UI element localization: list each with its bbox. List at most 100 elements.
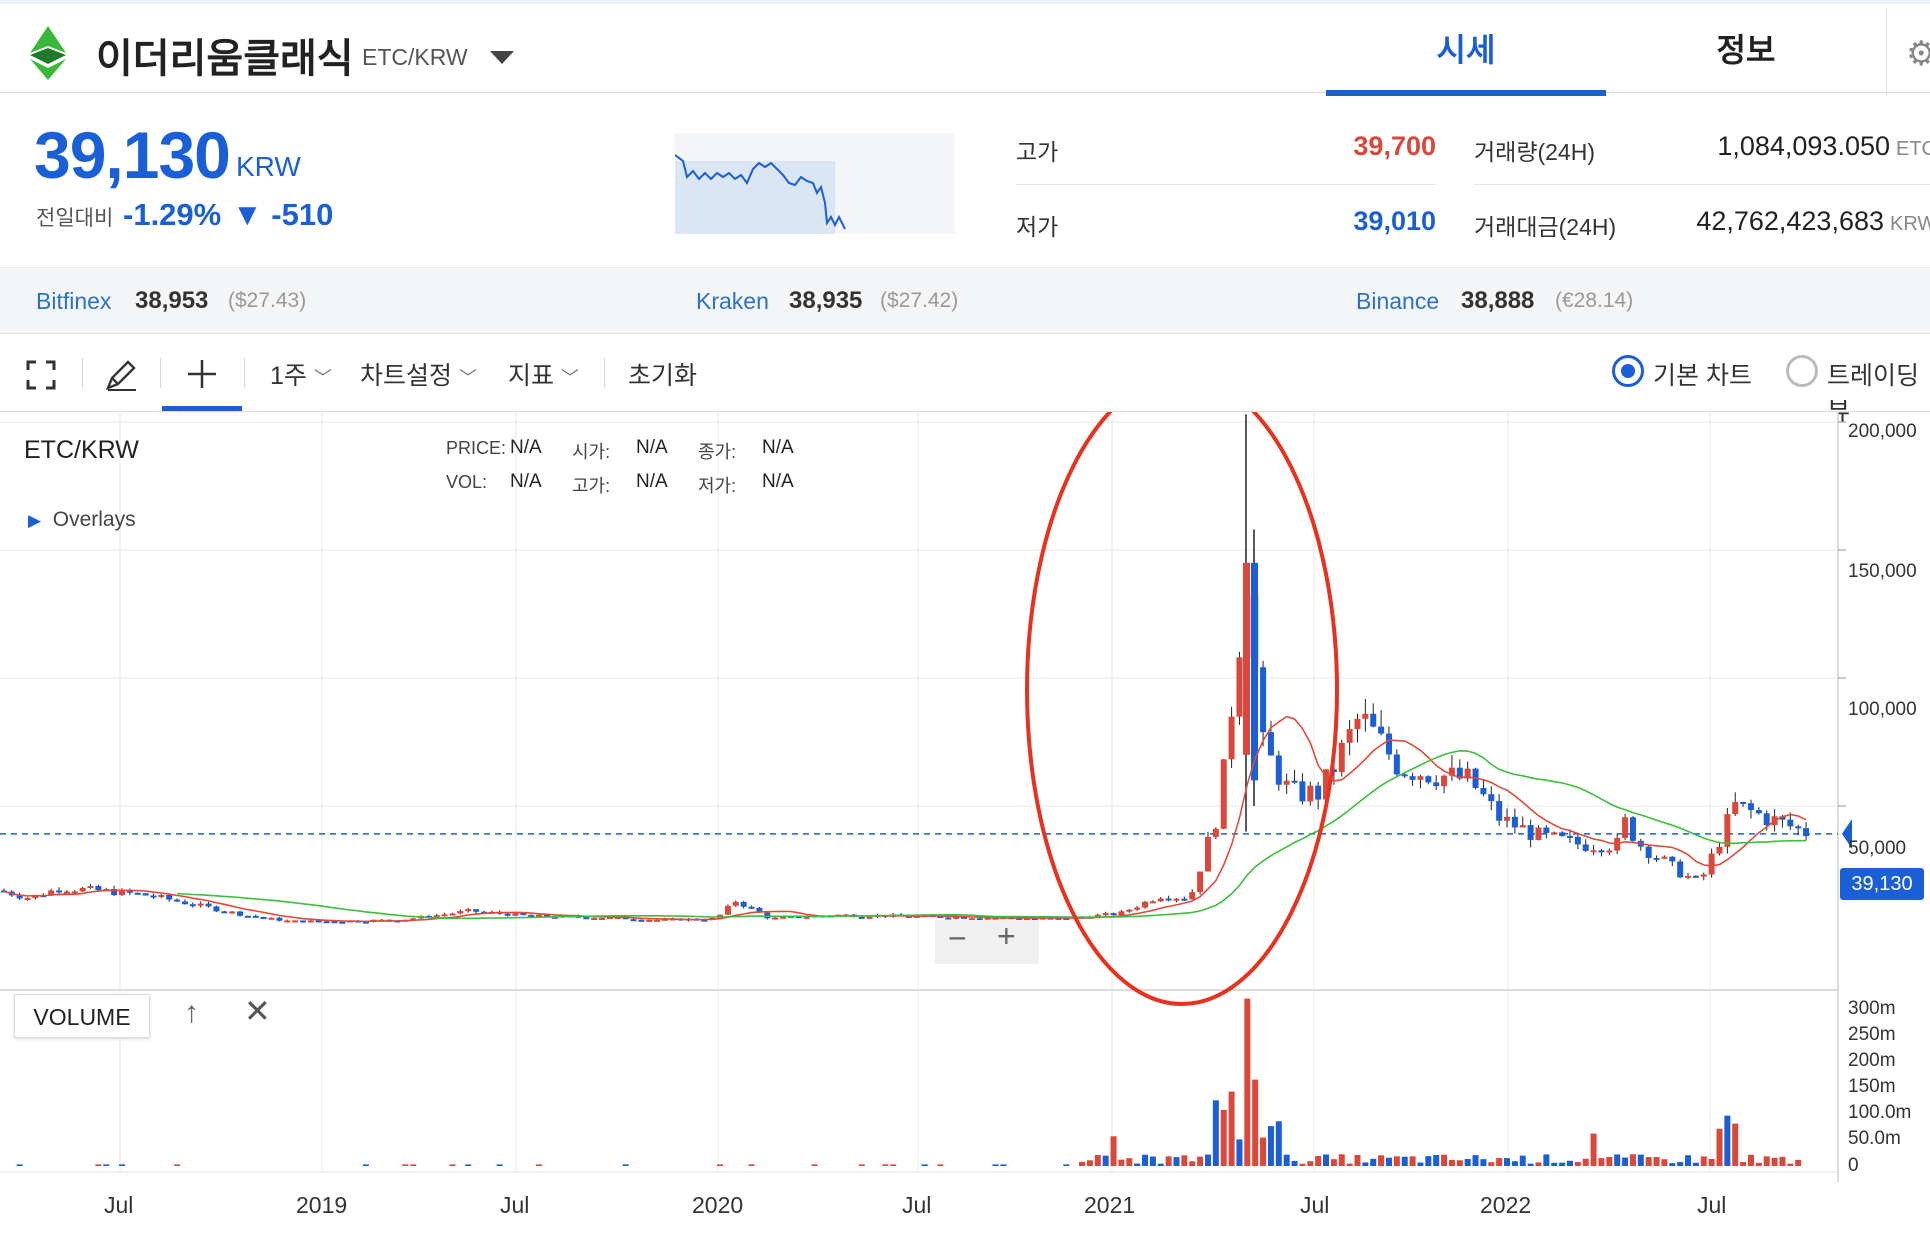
volume-bar <box>1700 1156 1707 1166</box>
candle-body <box>945 917 952 920</box>
candle-body <box>591 918 598 921</box>
volume-bar <box>1661 1159 1668 1166</box>
volume-bar <box>402 1164 409 1166</box>
candle-body <box>150 895 157 898</box>
chart-settings-label: 차트설정 <box>360 362 453 390</box>
volume-bar <box>1677 1162 1684 1166</box>
candle-body <box>433 915 440 918</box>
candle-body <box>1157 898 1164 902</box>
volume-bar <box>1472 1155 1479 1166</box>
pencil-icon[interactable] <box>104 358 138 392</box>
candle-body <box>1755 810 1762 814</box>
candle-body <box>95 886 102 891</box>
candle-body <box>16 895 23 899</box>
volume-bar <box>1283 1154 1290 1166</box>
x-axis-tick: Jul <box>500 1192 530 1218</box>
overlays-toggle[interactable]: ▶ Overlays <box>28 508 136 532</box>
basic-chart-label[interactable]: 기본 차트 <box>1653 362 1752 390</box>
interval-dropdown[interactable]: 1주 ﹀ <box>270 356 332 392</box>
indicators-dropdown[interactable]: 지표 ﹀ <box>508 356 579 392</box>
candle-body <box>465 909 472 912</box>
tab-price[interactable]: 시세 <box>1436 32 1496 68</box>
candle-body <box>1346 729 1353 743</box>
candle-body <box>740 901 747 907</box>
volume-bar <box>496 1164 503 1166</box>
volume-bar <box>1134 1163 1141 1166</box>
candle-body <box>56 890 63 893</box>
candle-body <box>646 919 653 922</box>
volume-bar <box>1574 1162 1581 1166</box>
reset-button[interactable]: 초기화 <box>628 362 698 390</box>
crosshair-icon[interactable] <box>186 358 218 390</box>
volume-bar <box>1456 1160 1463 1166</box>
annotation-ellipse <box>1025 412 1339 1006</box>
volume-bar <box>1433 1155 1440 1166</box>
volume-bar <box>1409 1156 1416 1166</box>
vol-axis-tick: 200m <box>1848 1050 1896 1071</box>
volume-bar <box>1149 1156 1156 1166</box>
candle-body <box>1212 828 1219 837</box>
candle-body <box>292 920 299 923</box>
zoom-in-button[interactable]: + <box>997 918 1016 954</box>
ohlc-vol-label: VOL: <box>446 472 488 492</box>
candle-body <box>1275 755 1282 785</box>
candle-body <box>71 891 78 894</box>
volume-bar <box>811 1164 818 1166</box>
candle-body <box>1283 780 1290 785</box>
chevron-down-icon[interactable] <box>490 51 514 64</box>
candle-body <box>1385 733 1392 755</box>
volume-bar <box>1653 1157 1660 1166</box>
ohlc-vol-value: N/A <box>510 471 542 492</box>
candle-body <box>1456 767 1463 779</box>
candle-body <box>1653 857 1660 860</box>
candle-body <box>252 915 259 918</box>
volume-bar <box>1504 1158 1511 1166</box>
candle-body <box>1629 817 1636 841</box>
current-price: 39,130 <box>34 118 231 192</box>
radio-tradingview[interactable] <box>1786 355 1818 387</box>
volume-bar <box>1197 1156 1204 1166</box>
candle-body <box>1779 816 1786 820</box>
volume-bar <box>1685 1155 1692 1166</box>
candle-body <box>1031 918 1038 921</box>
candle-body <box>79 887 86 892</box>
stat-divider <box>1016 184 1436 185</box>
candle-body <box>1700 874 1707 877</box>
candle-body <box>953 916 960 919</box>
volume-bar <box>118 1164 125 1166</box>
candle-body <box>543 914 550 917</box>
y-axis-tick: 100,000 <box>1848 699 1917 720</box>
ohlc-close-label: 종가: <box>698 442 737 462</box>
gear-icon[interactable]: ⚙ <box>1906 35 1930 73</box>
volume-bar <box>16 1164 23 1166</box>
candlestick-chart[interactable] <box>0 412 1930 1236</box>
close-icon[interactable]: ✕ <box>244 993 271 1029</box>
volume-bar <box>1747 1154 1754 1166</box>
candle-body <box>1669 856 1676 862</box>
x-axis-tick: 2021 <box>1084 1192 1136 1218</box>
tab-info[interactable]: 정보 <box>1716 32 1776 68</box>
zoom-out-button[interactable]: − <box>948 920 967 956</box>
exchange-name[interactable]: Kraken <box>696 288 769 314</box>
change-label: 전일대비 <box>36 207 114 230</box>
candle-body <box>528 914 535 917</box>
exchange-name[interactable]: Bitfinex <box>36 288 112 314</box>
candle-body <box>1661 856 1668 859</box>
candle-body <box>1094 914 1101 918</box>
arrow-up-icon[interactable]: ↑ <box>184 996 199 1029</box>
fullscreen-icon[interactable] <box>26 360 56 390</box>
exchange-name[interactable]: Binance <box>1356 288 1440 314</box>
volume-bar <box>1606 1156 1613 1166</box>
candle-body <box>1330 769 1337 773</box>
volume-bar <box>1291 1160 1298 1166</box>
price-chart-area[interactable]: ETC/KRW ▶ Overlays PRICE: N/A 시가: N/A 종가… <box>0 412 1930 1236</box>
candle-body <box>441 914 448 917</box>
candle-body <box>284 920 291 923</box>
chart-settings-dropdown[interactable]: 차트설정 ﹀ <box>360 356 477 392</box>
radio-basic-chart[interactable] <box>1612 355 1644 387</box>
coin-name: 이더리움클래식 <box>96 37 354 81</box>
volume-bar <box>1236 1139 1243 1166</box>
volume-bar <box>1543 1154 1550 1166</box>
chevron-down-icon: ﹀ <box>560 368 579 388</box>
vol-axis-tick: 50.0m <box>1848 1128 1901 1149</box>
